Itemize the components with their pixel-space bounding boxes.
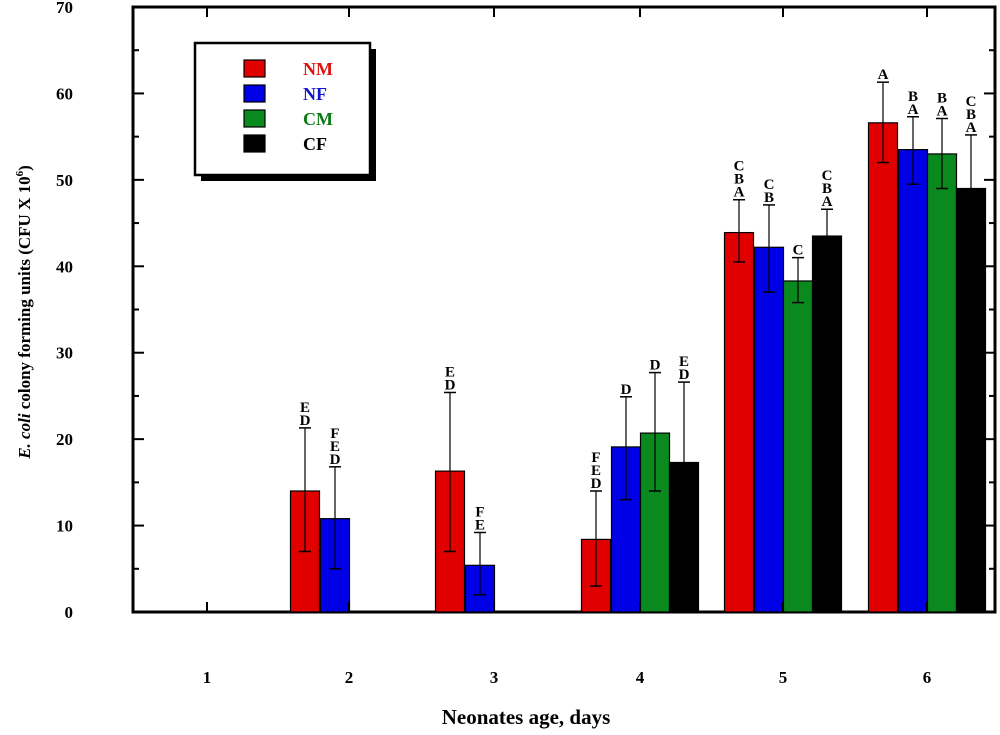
legend-label-nf: NF	[303, 84, 327, 104]
significance-letter: D	[679, 367, 690, 383]
significance-letter: B	[734, 172, 744, 188]
error-bar-cm-day4	[649, 371, 661, 492]
legend-swatch-nf	[243, 84, 266, 103]
legend-label-nm: NM	[303, 59, 333, 79]
y-tick-label: 0	[65, 603, 74, 622]
error-bar-nf-day6	[907, 116, 919, 185]
legend-label-cf: CF	[303, 134, 327, 154]
significance-letter: A	[822, 194, 833, 210]
error-bar-nm-day5	[733, 198, 745, 263]
significance-letter: E	[330, 439, 340, 455]
significance-letter: C	[822, 168, 833, 184]
significance-letter: B	[966, 107, 976, 123]
x-tick-label: 6	[923, 668, 932, 687]
significance-letter: B	[908, 89, 918, 105]
significance-letter: F	[475, 504, 484, 520]
error-bar-nm-day2	[299, 427, 311, 553]
error-bar-cf-day6	[965, 134, 977, 224]
x-tick-label: 3	[490, 668, 499, 687]
significance-letter: C	[966, 94, 977, 110]
error-bar-nf-day3	[474, 531, 486, 596]
significance-letter: E	[475, 517, 485, 533]
significance-letter: E	[445, 364, 455, 380]
significance-letter: B	[822, 181, 832, 197]
significance-letter: D	[591, 476, 602, 492]
significance-letter: C	[793, 243, 804, 259]
bar-cf-day6	[955, 187, 987, 613]
bar-cm-day5	[782, 280, 814, 613]
error-bar-nm-day3	[444, 391, 456, 553]
bar-nf-day5	[753, 246, 785, 613]
error-bar-nf-day2	[329, 466, 341, 570]
error-bars-group	[299, 81, 977, 596]
y-tick-label: 20	[56, 430, 73, 449]
y-axis-label-exponent: 6	[14, 170, 26, 176]
significance-letter: A	[966, 120, 977, 136]
significance-letter: A	[878, 67, 889, 83]
significance-letter: F	[591, 450, 600, 466]
significance-letter: B	[937, 90, 947, 106]
x-tick-label: 2	[345, 668, 354, 687]
bars-group	[289, 122, 987, 613]
legend-swatch-cf	[243, 134, 266, 153]
significance-letter: E	[300, 400, 310, 416]
error-bar-nm-day6	[877, 81, 889, 164]
legend-box	[193, 41, 372, 177]
significance-letter: E	[591, 463, 601, 479]
significance-letter: A	[937, 103, 948, 119]
y-tick-label: 30	[56, 344, 73, 363]
bar-nm-day6	[867, 122, 899, 613]
y-tick-label: 50	[56, 171, 73, 190]
y-tick-label: 40	[56, 257, 73, 276]
significance-letter: C	[734, 159, 745, 175]
y-axis-label: E. coli colony forming units (CFU X 106)	[14, 165, 34, 460]
y-axis-label-main: colony forming units (CFU X 10	[15, 176, 34, 413]
significance-letter: A	[734, 185, 745, 201]
ticks-group: 0 10 20 30 40 50 60 70 1 2 3 4 5 6	[56, 0, 995, 687]
x-axis-label: Neonates age, days	[442, 705, 611, 729]
x-tick-label: 4	[636, 668, 645, 687]
legend-swatch-nm	[243, 59, 266, 78]
bar-cm-day6	[926, 153, 958, 613]
bar-nm-day5	[723, 231, 755, 613]
error-bar-cf-day4	[678, 381, 690, 544]
error-bar-cf-day5	[821, 208, 833, 268]
significance-letter: A	[908, 102, 919, 118]
x-tick-label: 1	[203, 668, 212, 687]
significance-letter: F	[330, 426, 339, 442]
significance-letter: E	[679, 354, 689, 370]
significance-letter: C	[764, 177, 775, 193]
significance-letter: D	[650, 358, 661, 374]
error-bar-cm-day5	[792, 256, 804, 304]
y-tick-label: 10	[56, 517, 73, 536]
y-axis-label-organism: E. coli	[15, 413, 34, 460]
legend-swatch-cm	[243, 109, 266, 128]
y-tick-label: 60	[56, 84, 73, 103]
y-axis-label-close: )	[15, 165, 34, 171]
error-bar-nm-day4	[590, 490, 602, 587]
y-tick-label: 70	[56, 0, 73, 17]
error-bar-cm-day6	[936, 117, 948, 190]
legend-label-cm: CM	[303, 109, 333, 129]
significance-letter: D	[300, 413, 311, 429]
significance-letter: D	[445, 377, 456, 393]
significance-letter: D	[330, 452, 341, 468]
error-bar-nf-day5	[763, 204, 775, 293]
significance-letter: D	[621, 382, 632, 398]
significance-letter: B	[764, 190, 774, 206]
x-tick-label: 5	[779, 668, 788, 687]
bar-cf-day5	[811, 235, 843, 613]
bar-nf-day6	[897, 149, 929, 613]
legend: NM NF CM CF	[193, 41, 376, 181]
error-bar-nf-day4	[620, 396, 632, 501]
